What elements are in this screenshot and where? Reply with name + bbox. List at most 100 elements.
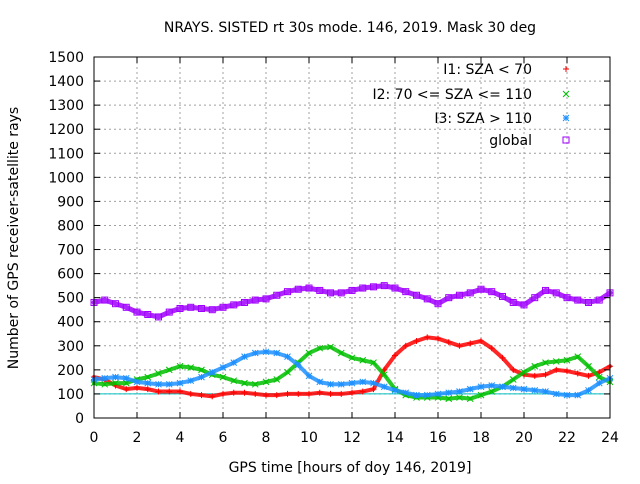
- legend-marker-stroke: [562, 114, 570, 122]
- data-layer: [90, 282, 614, 403]
- series-3-i3-sza-110-point-stroke: [155, 380, 162, 388]
- series-3-i3-sza-110-point: [359, 378, 367, 386]
- series-3-i3-sza-110-point: [241, 353, 248, 360]
- legend-marker: [562, 136, 570, 144]
- series-3-i3-sza-110-point-stroke: [466, 385, 474, 393]
- y-tick-label: 700: [57, 243, 84, 259]
- series-2-i2-70-sza-110-point-stroke: [477, 391, 485, 399]
- series-1-i1-sza-70-point: [220, 390, 226, 397]
- series-4-global-point: [380, 282, 388, 290]
- series-4-global-point: [144, 311, 152, 319]
- series-3-i3-sza-110-point-stroke: [499, 383, 506, 391]
- legend-marker: [562, 90, 570, 98]
- series-2-i2-70-sza-110-point-stroke: [563, 356, 571, 364]
- series-3-i3-sza-110-point: [219, 364, 227, 371]
- series-3-i3-sza-110-point-stroke: [380, 383, 388, 391]
- series-2-i2-70-sza-110-point: [176, 362, 184, 370]
- grid-layer: [94, 57, 610, 418]
- series-2-i2-70-sza-110-point: [230, 377, 238, 385]
- series-3-i3-sza-110-point: [251, 349, 259, 357]
- series-4-global-point: [219, 303, 227, 311]
- y-tick-label: 400: [57, 315, 84, 331]
- series-1-i1-sza-70-point: [166, 388, 173, 395]
- series-1-i1-sza-70-point: [499, 354, 506, 361]
- series-1-i1-sza-70-point: [564, 368, 570, 375]
- series-2-i2-70-sza-110-point-stroke: [456, 394, 463, 401]
- series-4-global-point: [273, 291, 281, 299]
- x-tick-label: 2: [133, 430, 142, 446]
- series-1-i1-sza-70-point: [306, 390, 312, 397]
- series-4-global-point: [466, 289, 474, 297]
- series-1-i1-sza-70-point: [424, 334, 431, 341]
- series-2-i2-70-sza-110-point-stroke: [531, 362, 539, 370]
- series-2-i2-70-sza-110-point: [477, 391, 485, 399]
- series-3-i3-sza-110-point: [327, 380, 334, 388]
- series-1-i1-sza-70-point: [542, 371, 549, 378]
- series-3-i3-sza-110-point-stroke: [348, 379, 356, 387]
- x-tick-label: 8: [262, 430, 271, 446]
- series-2-i2-70-sza-110-point-stroke: [316, 344, 324, 352]
- series-1-i1-sza-70-point: [456, 342, 463, 349]
- series-1-i1-sza-70-point: [198, 392, 205, 399]
- series-2-i2-70-sza-110-point: [262, 378, 270, 386]
- series-2-i2-70-sza-110-point: [509, 376, 517, 383]
- series-2-i2-70-sza-110-point-stroke: [552, 358, 560, 365]
- series-3-i3-sza-110-point: [337, 380, 345, 388]
- series-3-i3-sza-110-point: [305, 372, 313, 380]
- series-1-i1-sza-70-point: [155, 388, 162, 395]
- series-3-i3-sza-110-point-stroke: [488, 382, 496, 389]
- series-3-i3-sza-110-point: [262, 348, 270, 356]
- chart-title: NRAYS. SISTED rt 30s mode. 146, 2019. Ma…: [164, 20, 536, 36]
- y-tick-label: 1300: [48, 98, 84, 114]
- series-3-i3-sza-110-point: [316, 378, 324, 386]
- series-1-i1-sza-70-point: [370, 386, 377, 393]
- series-3-i3-sza-110-point: [423, 391, 431, 399]
- series-2-i2-70-sza-110-point-stroke: [187, 364, 195, 371]
- series-3-i3-sza-110-point: [585, 386, 592, 394]
- legend-marker-stroke: [562, 90, 570, 98]
- series-1-i1-sza-70-point: [402, 342, 409, 349]
- series-2-i2-70-sza-110-point-stroke: [327, 343, 334, 351]
- series-3-i3-sza-110-point: [445, 389, 453, 397]
- series-2-i2-70-sza-110-point-stroke: [359, 356, 367, 364]
- series-3-i3-sza-110-point-stroke: [273, 349, 281, 357]
- series-3-i3-sza-110-point: [122, 374, 130, 382]
- series-2-i2-70-sza-110-point: [144, 373, 152, 381]
- series-3-i3-sza-110-point: [380, 383, 388, 391]
- series-2-i2-70-sza-110-point-stroke: [122, 379, 130, 387]
- series-3-i3-sza-110-point-stroke: [208, 368, 216, 376]
- series-3-i3-sza-110-point: [133, 378, 141, 386]
- series-3-i3-sza-110-point: [509, 384, 517, 392]
- series-2-i2-70-sza-110-point-stroke: [337, 349, 345, 357]
- series-4-global-point: [165, 308, 173, 316]
- legend-label: I2: 70 <= SZA <= 110: [372, 87, 532, 103]
- y-tick-label: 0: [75, 411, 84, 427]
- series-2-i2-70-sza-110-point-stroke: [370, 359, 377, 367]
- series-2-i2-70-sza-110-point-stroke: [585, 362, 592, 370]
- series-2-i2-70-sza-110-point-stroke: [542, 359, 549, 367]
- series-4-global-point: [413, 291, 420, 299]
- series-2-i2-70-sza-110-point-stroke: [466, 395, 474, 403]
- series-2-i2-70-sza-110-point-stroke: [574, 353, 582, 360]
- series-2-i2-70-sza-110-point: [305, 349, 313, 357]
- series-4-global-point: [509, 298, 517, 306]
- series-2-i2-70-sza-110-point: [122, 379, 130, 387]
- series-1-i1-sza-70-point: [349, 389, 355, 396]
- series-2-i2-70-sza-110-point: [520, 368, 528, 376]
- series-3-i3-sza-110-point-stroke: [456, 388, 463, 395]
- series-2-i2-70-sza-110-point: [359, 356, 367, 364]
- series-3-i3-sza-110-point-stroke: [176, 379, 184, 387]
- series-3-i3-sza-110-point-stroke: [520, 385, 528, 393]
- series-2-i2-70-sza-110-point-stroke: [305, 349, 313, 357]
- series-2-i2-70-sza-110-point-stroke: [219, 373, 227, 381]
- series-1-i1-sza-70-point: [123, 386, 130, 393]
- series-4-global-point: [456, 291, 463, 299]
- y-tick-label: 1500: [48, 50, 84, 66]
- x-tick-label: 24: [601, 430, 619, 446]
- series-1-i1-sza-70-point: [531, 372, 538, 379]
- legend-label: global: [489, 133, 532, 149]
- series-3-i3-sza-110-point-stroke: [595, 379, 603, 387]
- series-3-i3-sza-110-point-stroke: [262, 348, 270, 356]
